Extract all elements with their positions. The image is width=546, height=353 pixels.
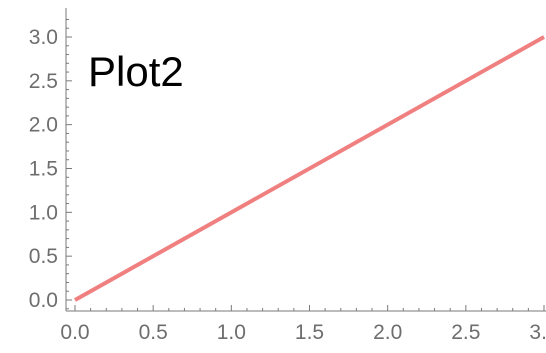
y-tick-label: 0.0 bbox=[29, 289, 58, 312]
x-tick-label: 3.0 bbox=[529, 321, 546, 344]
x-tick-label: 0.0 bbox=[60, 321, 89, 344]
ticks bbox=[66, 18, 545, 311]
x-tick-label: 2.0 bbox=[373, 321, 402, 344]
series-layer bbox=[74, 35, 545, 302]
y-tick-label: 2.5 bbox=[29, 70, 58, 93]
series-line bbox=[74, 35, 545, 302]
x-tick-label: 0.5 bbox=[139, 321, 168, 344]
y-tick-label: 2.0 bbox=[29, 114, 58, 137]
x-tick-label: 2.5 bbox=[451, 321, 480, 344]
y-tick-label: 3.0 bbox=[29, 26, 58, 49]
tick-labels: 0.0 0.5 1.0 1.5 2.0 2.5 3.0 0.0 0.5 1.0 1.5 2.0 2.5 3… bbox=[29, 26, 546, 344]
x-tick-label: 1.0 bbox=[217, 321, 246, 344]
y-tick-label: 0.5 bbox=[29, 245, 58, 268]
chart-title: Plot2 bbox=[88, 48, 184, 95]
y-tick-label: 1.5 bbox=[29, 158, 58, 181]
x-tick-label: 1.5 bbox=[295, 321, 324, 344]
y-tick-label: 1.0 bbox=[29, 201, 58, 224]
